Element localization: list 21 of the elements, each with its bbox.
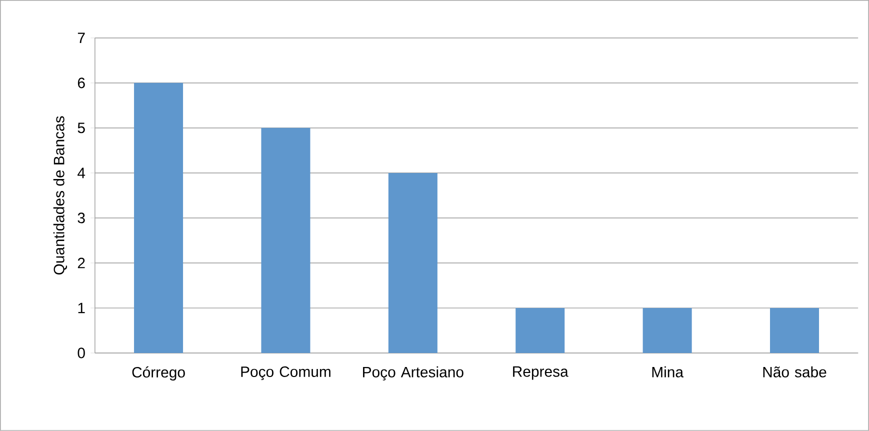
x-tick-label: Represa	[513, 366, 568, 380]
bar	[134, 82, 184, 354]
bar	[642, 308, 692, 354]
x-tick-label: Poço Artesiano	[363, 366, 464, 380]
y-tick-label: 2	[78, 258, 85, 268]
y-tick-label: 6	[78, 78, 85, 88]
x-tick-label: Poço Comum	[241, 366, 330, 380]
y-axis-title: Quantidades de Bancas	[53, 116, 68, 275]
bar	[261, 128, 310, 354]
y-tick-label: 1	[78, 302, 85, 314]
y-tick-label: 0	[78, 348, 85, 358]
bar	[516, 308, 565, 354]
y-tick-label: 4	[78, 168, 86, 178]
y-tick-label: 5	[78, 122, 85, 134]
y-tick-label: 3	[78, 212, 85, 224]
bar	[770, 308, 820, 354]
x-tick-label: Não sabe	[763, 366, 826, 378]
y-tick-label: 7	[78, 32, 85, 44]
x-tick-label: Mina	[652, 366, 684, 378]
x-tick-label: Córrego	[132, 366, 185, 381]
bar	[388, 172, 438, 354]
